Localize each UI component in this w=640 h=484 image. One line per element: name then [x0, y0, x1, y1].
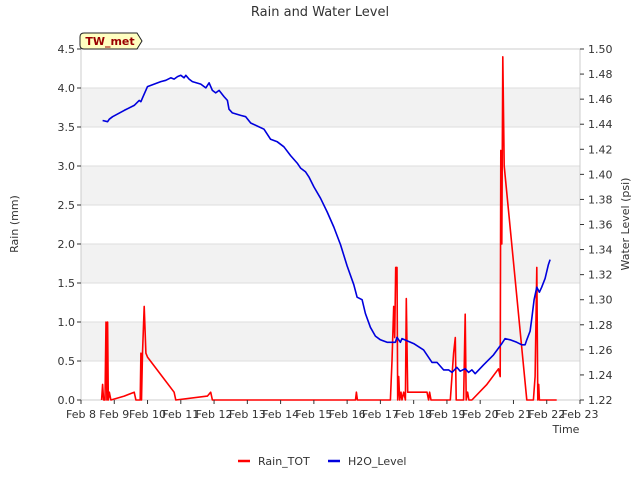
- y-left-tick-label: 1.5: [58, 277, 76, 290]
- y-right-tick-label: 1.46: [588, 93, 613, 106]
- x-axis-label: Time: [552, 423, 580, 436]
- legend-label: H2O_Level: [348, 455, 406, 468]
- x-tick-label: Feb 10: [129, 408, 166, 421]
- x-tick-label: Feb 22: [528, 408, 565, 421]
- x-tick-label: Feb 13: [229, 408, 266, 421]
- x-tick-label: Feb 15: [295, 408, 332, 421]
- y-right-tick-label: 1.48: [588, 68, 613, 81]
- y-right-tick-label: 1.30: [588, 294, 613, 307]
- y-left-tick-label: 2.0: [58, 238, 76, 251]
- x-tick-label: Feb 19: [428, 408, 465, 421]
- legend: Rain_TOT H2O_Level: [238, 455, 406, 468]
- y-right-tick-label: 1.22: [588, 394, 613, 407]
- x-tick-label: Feb 14: [262, 408, 299, 421]
- x-tick-label: Feb 20: [462, 408, 499, 421]
- y-axis-right-label: Water Level (psi): [619, 178, 632, 271]
- y-right-tick-label: 1.38: [588, 193, 613, 206]
- y-axis-right: 1.22 1.24 1.26 1.28 1.30 1.32 1.34 1.36 1.38 1.40…: [580, 43, 613, 407]
- x-tick-label: Feb 17: [362, 408, 399, 421]
- x-tick-label: Feb 11: [162, 408, 199, 421]
- y-left-tick-label: 2.5: [58, 199, 76, 212]
- y-left-tick-label: 4.0: [58, 82, 76, 95]
- y-right-tick-label: 1.42: [588, 143, 613, 156]
- series-layer: [100, 56, 557, 401]
- y-axis-left: 0.0 0.5 1.0 1.5 2.0 2.5 3.0 3.5 4.0 4.5: [58, 43, 81, 407]
- y-left-tick-label: 4.5: [58, 43, 76, 56]
- y-right-tick-label: 1.50: [588, 43, 613, 56]
- station-badge: TW_met: [79, 32, 143, 50]
- y-right-tick-label: 1.44: [588, 118, 613, 131]
- plot-band: [81, 244, 580, 283]
- y-left-tick-label: 1.0: [58, 316, 76, 329]
- y-right-tick-label: 1.32: [588, 269, 613, 282]
- chart-title: Rain and Water Level: [251, 5, 389, 20]
- station-badge-label: TW_met: [85, 35, 134, 48]
- x-tick-label: Feb 18: [395, 408, 432, 421]
- x-tick-label: Feb 8: [66, 408, 96, 421]
- legend-label: Rain_TOT: [258, 455, 310, 468]
- plot-band: [81, 88, 580, 127]
- y-right-tick-label: 1.40: [588, 168, 613, 181]
- x-tick-label: Feb 21: [495, 408, 532, 421]
- x-tick-label: Feb 23: [562, 408, 599, 421]
- y-right-tick-label: 1.36: [588, 219, 613, 232]
- x-tick-label: Feb 9: [99, 408, 129, 421]
- y-left-tick-label: 3.0: [58, 160, 76, 173]
- y-right-tick-label: 1.24: [588, 369, 613, 382]
- y-right-tick-label: 1.26: [588, 344, 613, 357]
- series-line-h2o-level: [102, 74, 551, 375]
- series-line-rain-tot: [100, 56, 557, 401]
- plot-band: [81, 166, 580, 205]
- x-tick-label: Feb 12: [196, 408, 233, 421]
- plot-band: [81, 322, 580, 361]
- y-right-tick-label: 1.28: [588, 319, 613, 332]
- y-left-tick-label: 0.5: [58, 355, 76, 368]
- y-left-tick-label: 3.5: [58, 121, 76, 134]
- plot-bands: [81, 88, 580, 361]
- station-badge-shape: [79, 32, 143, 50]
- y-left-tick-label: 0.0: [58, 394, 76, 407]
- x-tick-label: Feb 16: [329, 408, 366, 421]
- y-right-tick-label: 1.34: [588, 244, 613, 257]
- y-axis-left-label: Rain (mm): [8, 195, 21, 253]
